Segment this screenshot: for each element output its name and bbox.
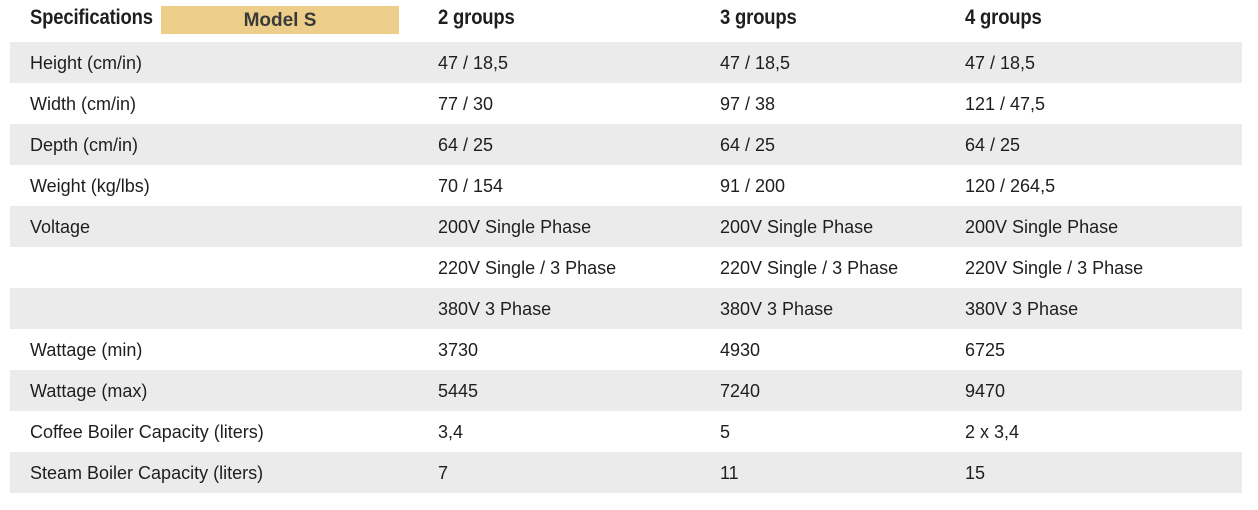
cell-3-groups: 5 bbox=[720, 422, 731, 442]
table-row-voltage-2: 220V Single / 3 Phase 220V Single / 3 Ph… bbox=[10, 247, 1242, 288]
cell-2-groups: 220V Single / 3 Phase bbox=[438, 258, 617, 278]
cell-3-groups: 200V Single Phase bbox=[720, 217, 874, 237]
row-label: Wattage (min) bbox=[30, 340, 143, 360]
cell-2-groups: 5445 bbox=[438, 381, 479, 401]
row-label: Depth (cm/in) bbox=[30, 135, 139, 155]
table-row-wattage-max: Wattage (max) 5445 7240 9470 bbox=[10, 370, 1242, 411]
cell-2-groups: 200V Single Phase bbox=[438, 217, 592, 237]
cell-3-groups: 47 / 18,5 bbox=[720, 53, 791, 73]
cell-2-groups: 64 / 25 bbox=[438, 135, 494, 155]
table-row-voltage-3: 380V 3 Phase 380V 3 Phase 380V 3 Phase bbox=[10, 288, 1242, 329]
table-row-weight: Weight (kg/lbs) 70 / 154 91 / 200 120 / … bbox=[10, 165, 1242, 206]
cell-3-groups: 97 / 38 bbox=[720, 94, 776, 114]
row-label: Weight (kg/lbs) bbox=[30, 176, 150, 196]
cell-4-groups: 6725 bbox=[965, 340, 1006, 360]
cell-4-groups: 9470 bbox=[965, 381, 1006, 401]
cell-3-groups: 380V 3 Phase bbox=[720, 299, 834, 319]
cell-2-groups: 77 / 30 bbox=[438, 94, 494, 114]
cell-4-groups: 47 / 18,5 bbox=[965, 53, 1036, 73]
cell-3-groups: 11 bbox=[720, 463, 739, 483]
row-label: Voltage bbox=[30, 217, 91, 237]
column-header-2-groups: 2 groups bbox=[438, 6, 515, 29]
row-label: Wattage (max) bbox=[30, 381, 148, 401]
cell-3-groups: 7240 bbox=[720, 381, 761, 401]
cell-2-groups: 3,4 bbox=[438, 422, 464, 442]
cell-4-groups: 380V 3 Phase bbox=[965, 299, 1079, 319]
table-row-height: Height (cm/in) 47 / 18,5 47 / 18,5 47 / … bbox=[10, 42, 1242, 83]
model-badge: Model S bbox=[161, 6, 399, 34]
table-row-wattage-min: Wattage (min) 3730 4930 6725 bbox=[10, 329, 1242, 370]
cell-4-groups: 220V Single / 3 Phase bbox=[965, 258, 1144, 278]
cell-2-groups: 70 / 154 bbox=[438, 176, 504, 196]
row-label: Coffee Boiler Capacity (liters) bbox=[30, 422, 264, 442]
table-row-steam-boiler: Steam Boiler Capacity (liters) 7 11 15 bbox=[10, 452, 1242, 493]
cell-2-groups: 47 / 18,5 bbox=[438, 53, 509, 73]
cell-3-groups: 64 / 25 bbox=[720, 135, 776, 155]
cell-2-groups: 7 bbox=[438, 463, 449, 483]
cell-2-groups: 3730 bbox=[438, 340, 479, 360]
table-row-voltage: Voltage 200V Single Phase 200V Single Ph… bbox=[10, 206, 1242, 247]
cell-4-groups: 15 bbox=[965, 463, 986, 483]
cell-4-groups: 121 / 47,5 bbox=[965, 94, 1046, 114]
table-row-coffee-boiler: Coffee Boiler Capacity (liters) 3,4 5 2 … bbox=[10, 411, 1242, 452]
specifications-table: Specifications Model S 2 groups 3 groups… bbox=[10, 0, 1242, 493]
column-header-3-groups: 3 groups bbox=[720, 6, 797, 29]
cell-2-groups: 380V 3 Phase bbox=[438, 299, 552, 319]
cell-3-groups: 220V Single / 3 Phase bbox=[720, 258, 899, 278]
cell-4-groups: 64 / 25 bbox=[965, 135, 1021, 155]
cell-4-groups: 120 / 264,5 bbox=[965, 176, 1056, 196]
table-header: Specifications Model S 2 groups 3 groups… bbox=[10, 0, 1242, 42]
cell-3-groups: 4930 bbox=[720, 340, 761, 360]
cell-4-groups: 2 x 3,4 bbox=[965, 422, 1020, 442]
table-row-depth: Depth (cm/in) 64 / 25 64 / 25 64 / 25 bbox=[10, 124, 1242, 165]
row-label: Steam Boiler Capacity (liters) bbox=[30, 463, 264, 483]
specifications-heading: Specifications bbox=[30, 6, 153, 29]
row-label: Width (cm/in) bbox=[30, 94, 137, 114]
table-row-width: Width (cm/in) 77 / 30 97 / 38 121 / 47,5 bbox=[10, 83, 1242, 124]
cell-3-groups: 91 / 200 bbox=[720, 176, 786, 196]
row-label: Height (cm/in) bbox=[30, 53, 143, 73]
column-header-4-groups: 4 groups bbox=[965, 6, 1042, 29]
cell-4-groups: 200V Single Phase bbox=[965, 217, 1119, 237]
